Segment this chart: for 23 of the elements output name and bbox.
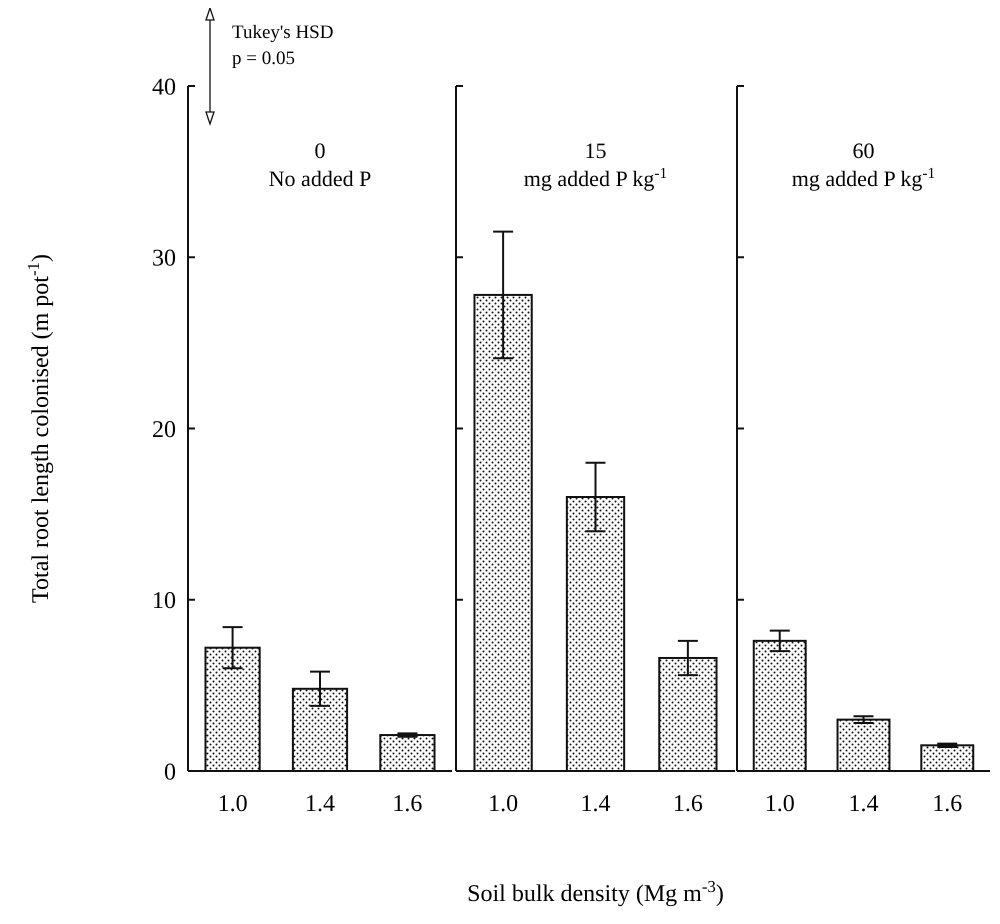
text: 0 bbox=[314, 138, 326, 163]
x-tick-label: 1.6 bbox=[392, 791, 422, 817]
text: 60 bbox=[852, 138, 874, 163]
x-tick-label: 1.0 bbox=[764, 791, 795, 817]
x-tick-label: 1.4 bbox=[848, 791, 878, 817]
text: mg added P kg$^{-1}$ bbox=[792, 164, 936, 191]
x-tick-label: 1.6 bbox=[672, 791, 703, 817]
text: Tukey's HSD bbox=[232, 22, 334, 43]
y-tick-label: 0 bbox=[164, 759, 176, 786]
x-tick-label: 1.4 bbox=[305, 791, 335, 817]
x-tick-label: 1.4 bbox=[580, 791, 610, 817]
text: 15 bbox=[584, 138, 606, 163]
x-tick-label: 1.0 bbox=[218, 791, 248, 817]
y-tick-label: 20 bbox=[152, 416, 176, 443]
x-axis-title: Soil bulk density (Mg m$^{-3}$) bbox=[467, 876, 724, 907]
text: mg added P kg$^{-1}$ bbox=[524, 164, 668, 191]
y-tick-label: 10 bbox=[152, 588, 176, 614]
text: No added P bbox=[268, 166, 372, 191]
text: p = 0.05 bbox=[232, 48, 295, 69]
x-tick-label: 1.0 bbox=[488, 791, 518, 817]
x-tick-label: 1.6 bbox=[932, 791, 962, 817]
y-tick-label: 40 bbox=[152, 74, 176, 100]
y-tick-label: 30 bbox=[152, 246, 176, 272]
